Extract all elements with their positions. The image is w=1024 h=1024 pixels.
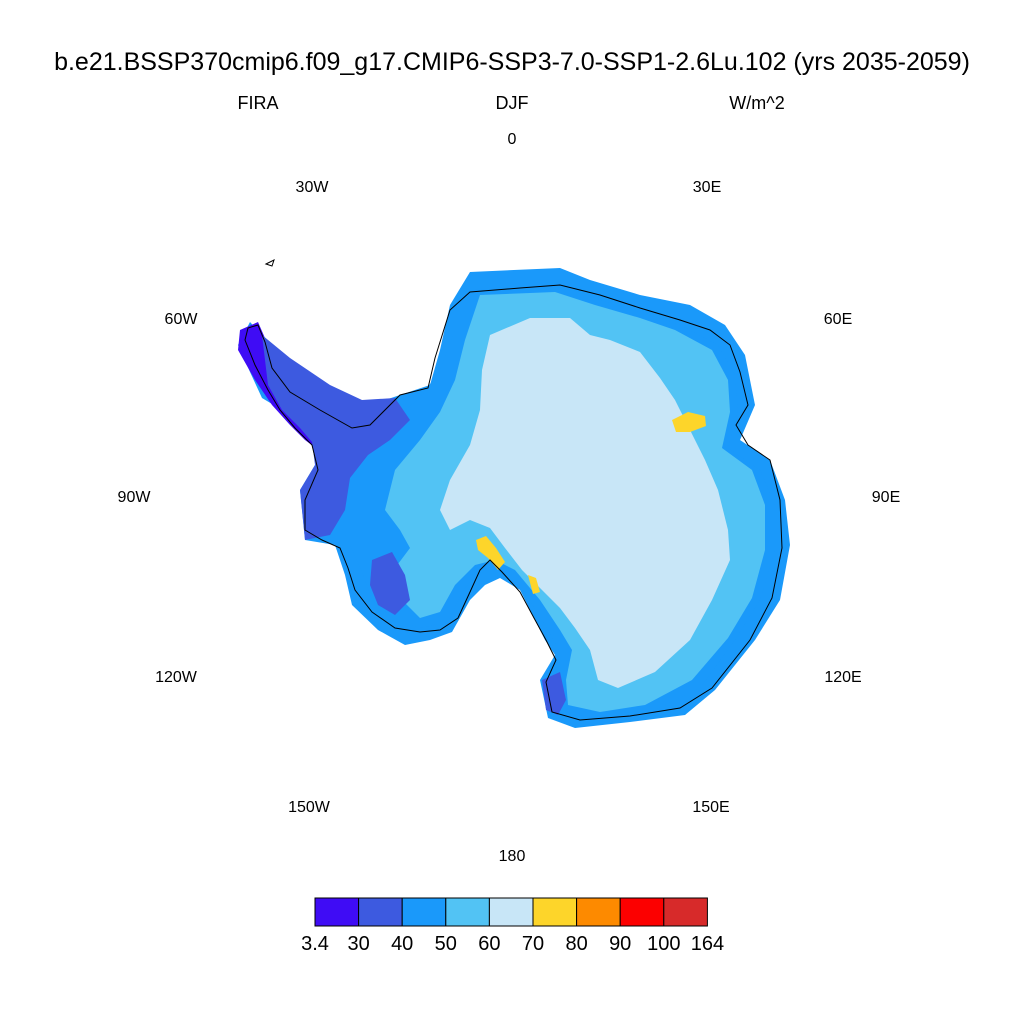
coastline [244, 284, 783, 721]
colorbar-tick-label: 100 [647, 933, 680, 955]
colorbar-box [401, 897, 447, 927]
units-label: W/m^2 [729, 93, 785, 113]
colorbar-tick-label: 70 [522, 933, 544, 955]
colorbar-tick-label: 164 [691, 933, 724, 955]
colorbar-box [619, 897, 665, 927]
lon-label-90w: 90W [117, 489, 151, 506]
plot-title: b.e21.BSSP370cmip6.f09_g17.CMIP6-SSP3-7.… [54, 48, 970, 76]
variable-label: FIRA [237, 93, 279, 113]
colorbar-box [488, 897, 534, 927]
colorbar-box [445, 897, 490, 927]
colorbar-tick-label: 90 [609, 933, 631, 955]
peninsula-mid-values [262, 335, 410, 540]
season-label: DJF [495, 93, 529, 113]
lon-label-90e: 90E [871, 489, 901, 506]
colorbar-tick-label: 3.4 [301, 933, 329, 955]
lon-label-120w: 120W [155, 669, 197, 686]
colorbar-box [532, 897, 578, 927]
lon-label-60w: 60W [164, 311, 198, 328]
lon-label-0: 0 [507, 131, 517, 148]
colorbar-box [358, 897, 403, 927]
colorbar-tick-label: 40 [391, 933, 413, 955]
interior-plateau [440, 318, 730, 688]
colorbar-tick-label: 80 [565, 933, 587, 955]
lon-label-30w: 30W [295, 179, 329, 196]
colorbar-tick-label: 60 [478, 933, 500, 955]
lon-label-120e: 120E [824, 669, 862, 686]
colorbar-box [314, 897, 360, 927]
lon-label-60e: 60E [823, 311, 853, 328]
lon-label-150e: 150E [692, 799, 730, 816]
colorbar-box [663, 897, 708, 927]
warm-patch-east [672, 412, 706, 432]
fira-field [238, 268, 790, 728]
warm-patch-transantarctic [476, 536, 505, 570]
colorbar-tick-label: 50 [435, 933, 457, 955]
peninsula-tip [542, 672, 566, 715]
south-shetland-islet [264, 259, 275, 267]
ross-coast-low-values [370, 552, 410, 615]
colorbar-tick-label: 30 [347, 933, 369, 955]
lon-label-30e: 30E [692, 179, 722, 196]
colorbar-box [576, 897, 621, 927]
warm-patch-ross [528, 575, 540, 594]
lon-label-180: 180 [498, 848, 526, 865]
lon-label-150w: 150W [288, 799, 330, 816]
